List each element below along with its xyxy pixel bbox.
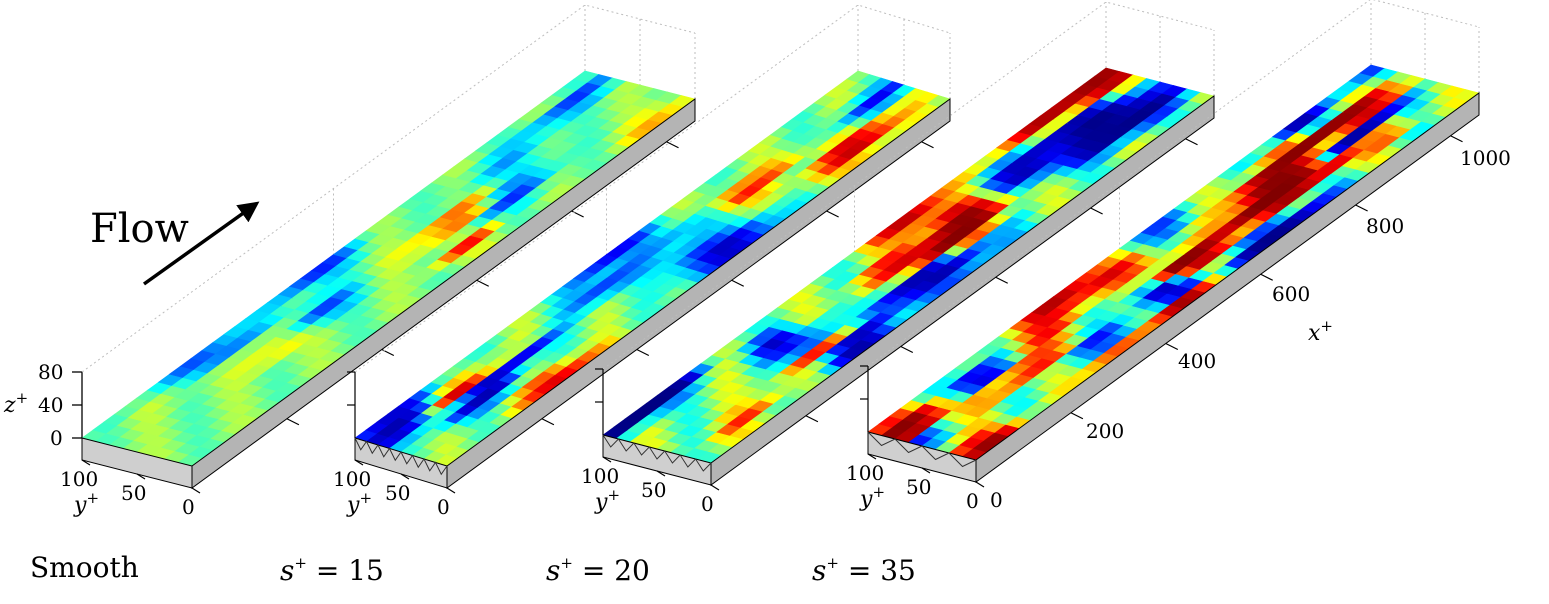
x-tick-mark [921,141,934,149]
y-axis-label: y+ [594,486,620,515]
riblet-profile [602,434,712,472]
y-axis-label: y+ [346,489,372,518]
y-tick: 100 [581,464,619,488]
spanwise-axis: 100 50 0 y+ [60,459,201,519]
velocity-field [602,67,1215,464]
z-tick-80: 80 [38,360,63,384]
x-tick-mark [541,418,555,426]
spanwise-axis: 100 50 0 y+ [333,459,456,519]
x-tick-0: 0 [990,488,1003,512]
spanwise-axis: 100 50 0 y+ [581,456,720,516]
y-tick: 0 [966,489,979,513]
x-tick-mark [731,279,744,287]
bounding-box [354,4,951,373]
x-tick-mark [826,210,839,218]
flow-arrow [142,201,260,286]
riblet-profile [867,431,977,468]
spanwise-axis: 100 50 0 y+ [846,453,985,513]
x-tick-mark [1090,207,1103,215]
flow-label: Flow [90,206,189,252]
x-tick-mark [1185,138,1198,146]
x-tick-mark [1070,412,1084,420]
x-tick-mark [805,415,819,423]
slab-panel-4: 100 50 0 y+ [846,0,1480,513]
case-labels: Smooth s+ = 15 s+ = 20 s+ = 35 [30,551,916,587]
case-label-s35: s+ = 35 [812,554,916,587]
riblet-profile [354,437,448,476]
slab-panel-1: 100 50 0 y+ [60,4,696,519]
x-tick-mark [1355,204,1368,212]
x-tick-mark [995,276,1008,284]
velocity-field [867,64,1480,461]
case-label-s20: s+ = 20 [546,554,650,587]
z-axis-label: z+ [3,389,28,418]
z-tick-40: 40 [38,393,63,417]
x-tick-mark [666,141,679,149]
y-tick: 0 [437,495,450,519]
x-tick-200: 200 [1086,419,1124,443]
y-tick: 0 [182,495,195,519]
x-tick-400: 400 [1178,349,1216,373]
vertical-axis: 80 40 0 z+ [3,360,83,450]
x-tick-mark [1260,273,1273,281]
y-tick: 50 [906,475,931,499]
x-tick-mark [286,418,300,426]
y-tick: 50 [385,481,410,505]
x-tick-800: 800 [1366,214,1404,238]
y-tick: 100 [333,467,371,491]
velocity-field [354,70,951,467]
slab-panel-3: 100 50 0 y+ [581,1,1215,516]
bounding-box [81,4,696,373]
slab-panel-2: 100 50 0 y+ [333,4,951,519]
x-tick-mark [1165,342,1179,351]
streamwise-axis: 0 200 400 600 800 1000 x+ [990,146,1511,512]
y-tick: 100 [846,461,884,485]
case-label-s15: s+ = 15 [280,554,384,587]
x-tick-mark [636,348,650,357]
x-tick-mark [381,348,395,357]
y-tick: 50 [641,478,666,502]
y-axis-label: y+ [859,483,885,512]
x-tick-600: 600 [1272,282,1310,306]
y-tick: 50 [121,481,146,505]
x-tick-mark [1450,135,1463,143]
x-axis-label: x+ [1308,317,1333,346]
z-tick-0: 0 [50,426,63,450]
x-tick-mark [571,210,584,218]
x-tick-mark [476,279,489,287]
y-tick: 0 [701,492,714,516]
y-tick: 100 [60,467,98,491]
bounding-box [602,1,1215,370]
y-axis-label: y+ [73,489,99,518]
case-label-smooth: Smooth [30,551,139,584]
x-tick-mark [900,345,914,354]
x-tick-1000: 1000 [1460,146,1511,170]
